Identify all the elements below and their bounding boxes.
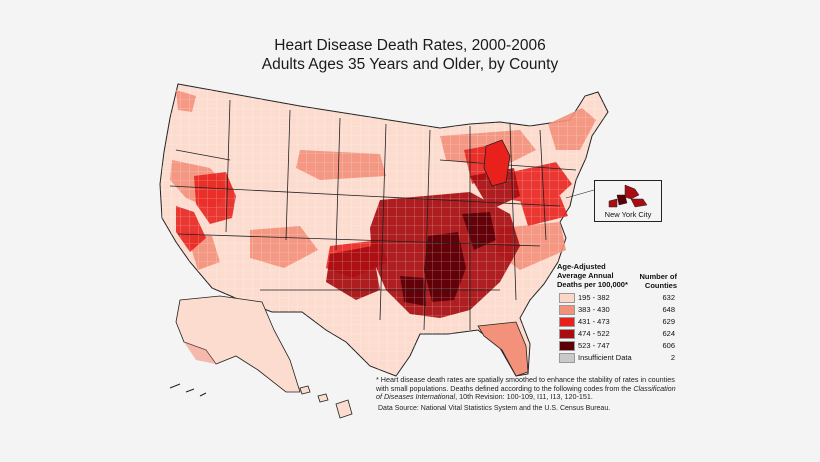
legend-item: 431 - 473 629 <box>557 316 675 328</box>
legend-county-count: 648 <box>662 305 675 314</box>
legend-swatch <box>559 293 575 303</box>
nyc-inset-map <box>608 184 648 208</box>
nyc-inset-label: New York City <box>604 210 652 219</box>
legend-swatch <box>559 317 575 327</box>
legend-range-label: 523 - 747 <box>578 341 610 350</box>
legend-range-label: 474 - 522 <box>578 329 610 338</box>
legend-item: 523 - 747 606 <box>557 340 675 352</box>
footnote: * Heart disease death rates are spatiall… <box>376 375 676 402</box>
legend-swatch <box>559 329 575 339</box>
legend-county-count: 2 <box>670 353 675 362</box>
legend-swatch <box>559 341 575 351</box>
legend-swatch <box>559 305 575 315</box>
legend-range-label: 383 - 430 <box>578 305 610 314</box>
michigan-shape <box>483 139 511 187</box>
data-source: Data Source: National Vital Statistics S… <box>378 405 611 412</box>
legend-range-label: 195 - 382 <box>578 293 610 302</box>
legend-range-label: Insufficient Data <box>578 353 632 362</box>
hawaii-inset <box>299 385 353 419</box>
florida-shape <box>477 321 529 377</box>
legend-range-label: 431 - 473 <box>578 317 610 326</box>
legend-item: Insufficient Data 2 <box>557 352 675 364</box>
legend-county-count: 606 <box>662 341 675 350</box>
legend-item: 195 - 382 632 <box>557 292 675 304</box>
legend-heading: Age-Adjusted Average Annual Deaths per 1… <box>557 262 628 289</box>
legend-count-heading: Number of Counties <box>639 272 678 290</box>
title-line-2: Adults Ages 35 Years and Older, by Count… <box>261 56 559 73</box>
legend-item: 383 - 430 648 <box>557 304 675 316</box>
legend-county-count: 632 <box>662 293 675 302</box>
legend-rows: 195 - 382 632 383 - 430 648 431 - 473 629 474 … <box>557 292 675 364</box>
footnote-classification: Classification of Diseases International <box>376 383 676 401</box>
legend-county-count: 629 <box>662 317 675 326</box>
legend-county-count: 624 <box>662 329 675 338</box>
footnote-part-1: * Heart disease death rates are spatiall… <box>376 375 675 393</box>
nyc-inset: New York City <box>594 180 662 222</box>
title-line-1: Heart Disease Death Rates, 2000-2006 <box>274 37 546 54</box>
map-title: Heart Disease Death Rates, 2000-2006 Adu… <box>0 36 820 74</box>
legend-swatch <box>559 353 575 363</box>
nyc-pointer <box>565 189 595 199</box>
footnote-part-2: , 10th Revision: 100-109, I11, I13, 120-… <box>455 392 593 401</box>
state-boundaries <box>169 99 577 331</box>
alaska-inset <box>169 295 301 397</box>
legend-item: 474 - 522 624 <box>557 328 675 340</box>
